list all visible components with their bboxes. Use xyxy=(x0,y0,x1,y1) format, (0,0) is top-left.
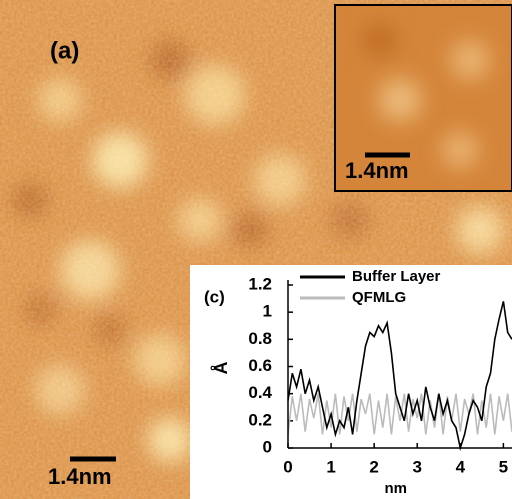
x-tick-label: 0 xyxy=(283,457,292,476)
legend-label: QFMLG xyxy=(352,289,406,306)
chart-panel xyxy=(190,265,512,499)
y-tick-label: 0.6 xyxy=(248,356,272,375)
y-tick-label: 1.2 xyxy=(248,274,272,293)
series-line xyxy=(287,301,512,452)
y-axis-label: Å xyxy=(211,362,231,375)
scale-bar-label: 1.4nm xyxy=(48,464,112,489)
x-tick-label: 3 xyxy=(412,457,421,476)
panel-label: (c) xyxy=(204,287,225,306)
panel-label: (a) xyxy=(50,37,79,64)
y-tick-label: 1 xyxy=(263,302,272,321)
y-tick-label: 0 xyxy=(263,437,272,456)
y-tick-label: 0.2 xyxy=(248,410,272,429)
x-tick-label: 4 xyxy=(456,457,466,476)
inset-image xyxy=(334,4,512,192)
y-tick-label: 0.8 xyxy=(248,329,272,348)
y-tick-label: 0.4 xyxy=(248,383,272,402)
x-axis-label: nm xyxy=(384,480,407,497)
series-line xyxy=(287,393,512,435)
inset-scale-bar-label: 1.4nm xyxy=(345,158,409,183)
legend-label: Buffer Layer xyxy=(352,268,441,285)
x-tick-label: 5 xyxy=(499,457,508,476)
x-tick-label: 1 xyxy=(326,457,335,476)
x-tick-label: 2 xyxy=(369,457,378,476)
